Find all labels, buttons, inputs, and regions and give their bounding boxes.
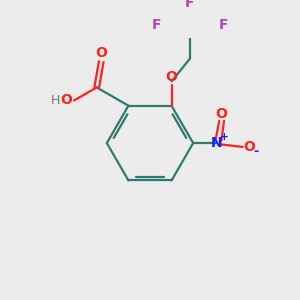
- Text: -: -: [254, 145, 259, 158]
- Text: H: H: [50, 94, 60, 107]
- Text: O: O: [243, 140, 255, 154]
- Text: O: O: [215, 107, 227, 121]
- Text: O: O: [95, 46, 107, 60]
- Text: F: F: [152, 18, 161, 32]
- Text: +: +: [220, 132, 228, 142]
- Text: O: O: [166, 70, 178, 85]
- Text: O: O: [60, 94, 72, 107]
- Text: N: N: [211, 136, 223, 150]
- Text: F: F: [185, 0, 194, 10]
- Text: F: F: [218, 18, 228, 32]
